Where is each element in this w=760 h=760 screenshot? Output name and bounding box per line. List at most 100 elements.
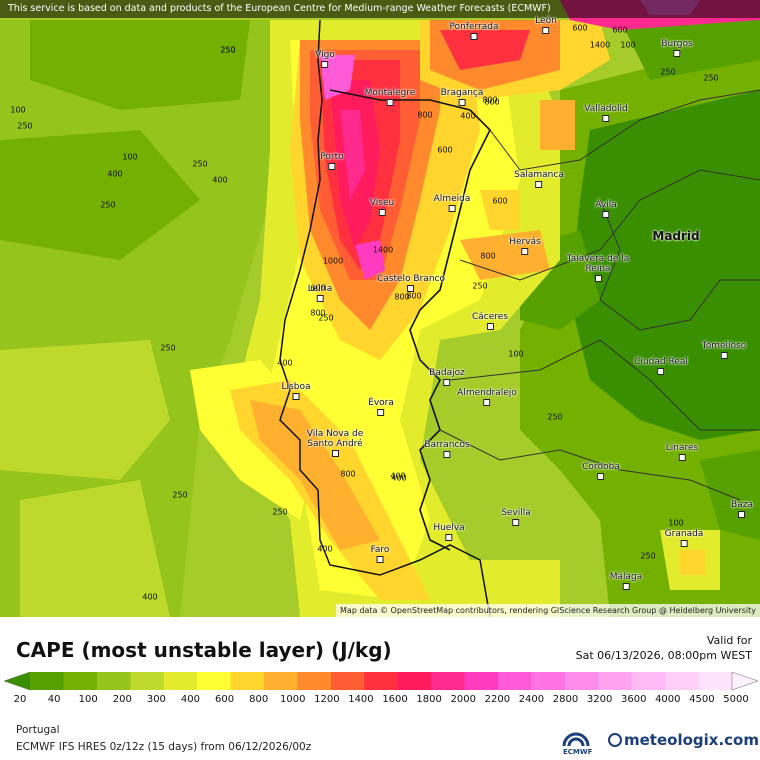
contour-label: 250 [547, 412, 563, 422]
city-marker-icon [678, 454, 686, 461]
contour-label: 400 [277, 358, 293, 368]
colorbar-upper-arrow [731, 671, 758, 691]
city-marker-icon [594, 275, 602, 282]
globe-icon [608, 733, 622, 747]
colorbar-tick-label: 1000 [280, 694, 306, 705]
valid-time: Sat 06/13/2026, 08:00pm WEST [575, 649, 752, 662]
city-label: Faro [371, 545, 389, 563]
city-marker-icon [597, 473, 605, 480]
colorbar-tick-label: 2200 [484, 694, 511, 705]
contour-label: 400 [107, 169, 123, 179]
contour-label: 400 [142, 592, 158, 602]
city-marker-icon [622, 583, 630, 590]
city-marker-icon [542, 27, 550, 34]
contour-label: 100 [10, 105, 26, 115]
contour-label: 800 [310, 308, 326, 318]
city-label: Hervás [509, 237, 541, 255]
ecmwf-logo-text: ECMWF [563, 748, 593, 756]
colorbar-tick-label: 4500 [689, 694, 715, 705]
city-marker-icon [407, 285, 415, 292]
colorbar-tick-label: 1600 [382, 694, 408, 705]
colorbar-segment [531, 672, 566, 690]
contour-label: 1400 [589, 40, 611, 50]
city-marker-icon [292, 393, 300, 400]
city-marker-icon [470, 33, 478, 40]
city-label: Málaga [610, 572, 642, 590]
colorbar-lower-arrow [4, 671, 31, 691]
city-marker-icon [657, 368, 665, 375]
meteologix-logo[interactable]: meteologix.com [608, 731, 759, 749]
colorbar-segment [63, 672, 98, 690]
contour-label: 100 [620, 40, 636, 50]
city-marker-icon [535, 181, 543, 188]
contour-label: 250 [172, 490, 188, 500]
colorbar-tick-label: 1400 [348, 694, 374, 705]
city-marker-icon [483, 399, 491, 406]
contour-label: 800 [417, 110, 433, 120]
contour-label: 100 [668, 518, 684, 528]
city-marker-icon [673, 50, 681, 57]
colorbar-tick-label: 1800 [416, 694, 442, 705]
contour-label: 400 [391, 473, 407, 483]
contour-label: 600 [437, 145, 453, 155]
city-label: Sevilla [501, 508, 531, 526]
colorbar-segment [631, 672, 666, 690]
contour-label: 600 [572, 23, 588, 33]
city-marker-icon [680, 540, 688, 547]
contour-label: 250 [192, 159, 208, 169]
contour-label: 1400 [372, 245, 394, 255]
colorbar-segment [30, 672, 64, 690]
region-label: Portugal [16, 724, 60, 736]
city-label: Bragança [441, 88, 483, 106]
contour-label: 100 [508, 349, 524, 359]
colorbar-tick-label: 300 [146, 694, 166, 705]
colorbar-tick-label: 3600 [620, 694, 647, 705]
meteologix-brand: meteologix.com [624, 731, 759, 749]
city-label: Porto [320, 152, 344, 170]
colorbar-segment [96, 672, 131, 690]
contour-label: 250 [660, 67, 676, 77]
city-marker-icon [602, 115, 610, 122]
city-label: Valladolid [584, 104, 628, 122]
contour-label: 250 [220, 45, 236, 55]
city-marker-icon [386, 99, 394, 106]
city-marker-icon [443, 379, 451, 386]
city-marker-icon [486, 323, 494, 330]
colorbar-tick-label: 20 [13, 694, 27, 705]
contour-label: 400 [460, 111, 476, 121]
valid-for-label: Valid for [706, 634, 752, 647]
colorbar-segment [197, 672, 232, 690]
city-label: Vigo [315, 50, 335, 68]
cape-map[interactable]: This service is based on data and produc… [0, 0, 760, 617]
city-label: Évora [368, 398, 394, 416]
colorbar-segment [264, 672, 298, 690]
colorbar-segment [698, 672, 733, 690]
city-label: Ávila [595, 200, 617, 218]
city-label: Castelo Branco [377, 274, 445, 292]
colorbar-tick-label: 200 [112, 694, 132, 705]
city-label: Barrancos [424, 440, 470, 458]
colorbar-tick-label: 2800 [552, 694, 579, 705]
map-attribution[interactable]: Map data © OpenStreetMap contributors, r… [336, 604, 760, 617]
city-marker-icon [445, 534, 453, 541]
contour-label: 400 [212, 175, 228, 185]
ecmwf-notice: This service is based on data and produc… [0, 0, 760, 18]
city-label: Vila Nova de Santo André [300, 429, 370, 457]
color-scale-ticks: 20 40 100 200 300 400 600 800 1000 1200 1400 1600 18… [13, 694, 749, 706]
city-label: Linares [666, 443, 698, 461]
city-label: Montalegre [365, 88, 415, 106]
contour-label: 800 [482, 95, 498, 105]
contour-label: 100 [122, 152, 138, 162]
contour-label: 800 [406, 291, 422, 301]
contour-label: 600 [310, 283, 326, 293]
contour-label: 250 [272, 507, 288, 517]
colorbar-tick-label: 5000 [723, 694, 749, 705]
colorbar-tick-label: 400 [180, 694, 201, 705]
city-label: Talavera de la Reina [563, 254, 633, 282]
legend-title: CAPE (most unstable layer) (J/kg) [16, 638, 392, 662]
colorbar-segment [230, 672, 265, 690]
contour-label: 800 [394, 292, 410, 302]
colorbar-tick-label: 2000 [450, 694, 476, 705]
contour-label: 400 [317, 544, 333, 554]
city-marker-icon [378, 209, 386, 216]
